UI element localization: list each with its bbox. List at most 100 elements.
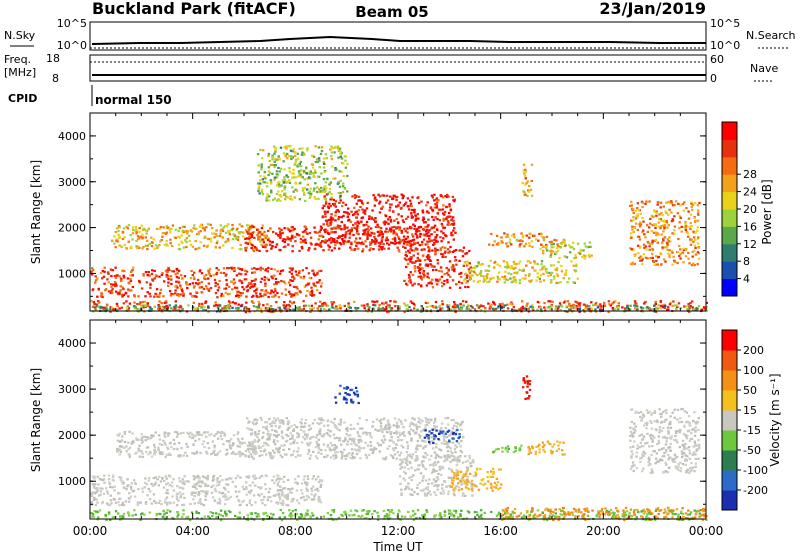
scatter-cell: [279, 146, 283, 149]
scatter-cell: [264, 309, 267, 312]
scatter-cell: [403, 302, 406, 305]
scatter-cell: [219, 435, 222, 438]
scatter-cell: [116, 450, 119, 453]
scatter-cell: [244, 449, 248, 453]
scatter-cell: [310, 172, 313, 175]
scatter-cell: [170, 270, 174, 273]
scatter-cell: [136, 308, 139, 311]
scatter-cell: [511, 512, 515, 515]
scatter-cell: [436, 218, 439, 221]
scatter-cell: [685, 231, 689, 234]
scatter-cell: [311, 163, 314, 166]
scatter-cell: [167, 434, 170, 437]
scatter-cell: [393, 236, 397, 239]
scatter-cell: [120, 476, 123, 479]
scatter-cell: [342, 182, 345, 185]
scatter-cell: [559, 281, 562, 284]
scatter-cell: [381, 235, 384, 239]
scatter-cell: [326, 229, 329, 232]
scatter-cell: [278, 272, 282, 275]
scatter-cell: [148, 511, 152, 514]
scatter-cell: [248, 501, 251, 504]
scatter-cell: [538, 277, 542, 280]
scatter-cell: [153, 446, 157, 449]
scatter-cell: [398, 510, 401, 513]
scatter-cell: [187, 480, 190, 483]
scatter-cell: [555, 239, 558, 242]
scatter-cell: [440, 275, 444, 278]
scatter-cell: [246, 284, 250, 287]
scatter-cell: [438, 278, 442, 281]
scatter-cell: [275, 170, 279, 173]
scatter-cell: [277, 480, 281, 483]
scatter-cell: [323, 229, 326, 232]
scatter-cell: [122, 504, 126, 507]
scatter-cell: [683, 305, 686, 308]
scatter-cell: [508, 241, 511, 244]
scatter-cell: [196, 232, 199, 236]
scatter-cell: [464, 278, 467, 281]
scatter-cell: [324, 241, 327, 244]
scatter-cell: [379, 443, 383, 446]
scatter-cell: [204, 309, 208, 312]
scatter-cell: [634, 209, 638, 212]
scatter-cell: [310, 243, 313, 246]
scatter-cell: [607, 510, 611, 514]
scatter-cell: [650, 214, 653, 217]
scatter-cell: [263, 230, 266, 233]
scatter-cell: [651, 239, 654, 242]
scatter-cell: [469, 305, 473, 308]
scatter-cell: [576, 301, 579, 304]
scatter-cell: [394, 242, 397, 245]
scatter-cell: [244, 487, 247, 491]
scatter-cell: [624, 307, 627, 310]
scatter-cell: [257, 189, 260, 192]
scatter-cell: [174, 300, 177, 303]
scatter-cell: [193, 486, 197, 489]
scatter-cell: [508, 238, 512, 241]
scatter-cell: [522, 268, 525, 271]
scatter-cell: [254, 501, 257, 504]
scatter-cell: [163, 306, 166, 309]
scatter-cell: [300, 165, 303, 168]
scatter-cell: [414, 260, 418, 263]
scatter-cell: [677, 237, 680, 241]
scatter-cell: [148, 477, 151, 480]
scatter-cell: [183, 225, 186, 228]
scatter-cell: [113, 235, 116, 238]
scatter-cell: [424, 301, 428, 304]
scatter-cell: [158, 300, 161, 303]
scatter-cell: [433, 265, 436, 268]
scatter-cell: [452, 308, 455, 311]
scatter-cell: [561, 509, 564, 512]
scatter-cell: [425, 232, 428, 236]
scatter-cell: [335, 239, 339, 243]
scatter-cell: [419, 418, 422, 421]
scatter-cell: [238, 223, 241, 226]
scatter-cell: [164, 498, 167, 501]
scatter-cell: [283, 185, 287, 188]
scatter-cell: [94, 498, 97, 501]
scatter-cell: [257, 187, 261, 190]
scatter-cell: [152, 477, 155, 480]
scatter-cell: [144, 271, 148, 274]
scatter-cell: [285, 195, 288, 198]
scatter-cell: [158, 243, 161, 247]
scatter-cell: [560, 510, 563, 513]
scatter-cell: [529, 261, 532, 264]
scatter-cell: [239, 455, 242, 458]
velocity-scatter-cells: [90, 375, 708, 522]
scatter-cell: [476, 280, 480, 284]
scatter-cell: [200, 433, 204, 437]
scatter-cell: [267, 436, 270, 439]
scatter-cell: [288, 167, 291, 170]
scatter-cell: [410, 258, 413, 261]
scatter-cell: [221, 307, 224, 310]
scatter-cell: [172, 501, 176, 504]
scatter-cell: [287, 196, 290, 199]
scatter-cell: [427, 211, 430, 214]
scatter-cell: [193, 271, 196, 274]
scatter-cell: [378, 202, 381, 205]
scatter-cell: [694, 253, 698, 256]
scatter-cell: [117, 233, 120, 236]
